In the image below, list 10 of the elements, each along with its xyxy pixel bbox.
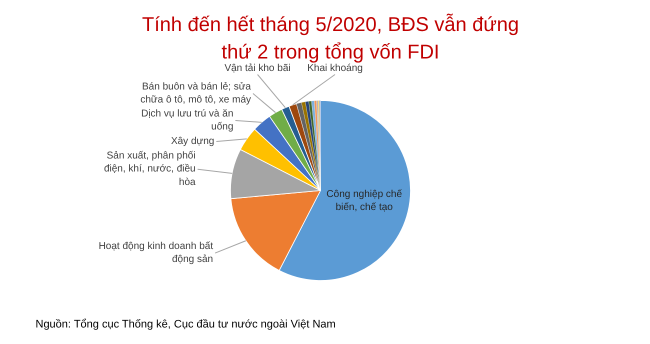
text: Nguồn: Tổng cục Thống kê, Cục đầu tư nước ngoài Việt Nam <box>36 318 336 330</box>
slice-label: Khai khoáng <box>307 63 363 74</box>
slice-label: Sản xuất, phân phối điện, khí, nước, điều hòa <box>104 150 196 188</box>
slice-label: Hoạt động kinh doanh bất động sản <box>98 240 214 266</box>
chart-title: Tính đến hết tháng 5/2020, BĐS vẫn đứng thứ 2 trong tổng vốn FDI <box>142 12 520 64</box>
slice-label: Xây dựng <box>170 136 214 148</box>
slice-label: Vận tải kho bãi <box>224 63 291 74</box>
slice-label: Dịch vụ lưu trú và ăn uống <box>141 108 234 133</box>
slice-label: Công nghiệp chế biến, chế tạo <box>326 189 402 214</box>
slice-label: Bán buôn và bán lẻ; sửa chữa ô tô, mô tô, xe máy <box>140 81 252 106</box>
